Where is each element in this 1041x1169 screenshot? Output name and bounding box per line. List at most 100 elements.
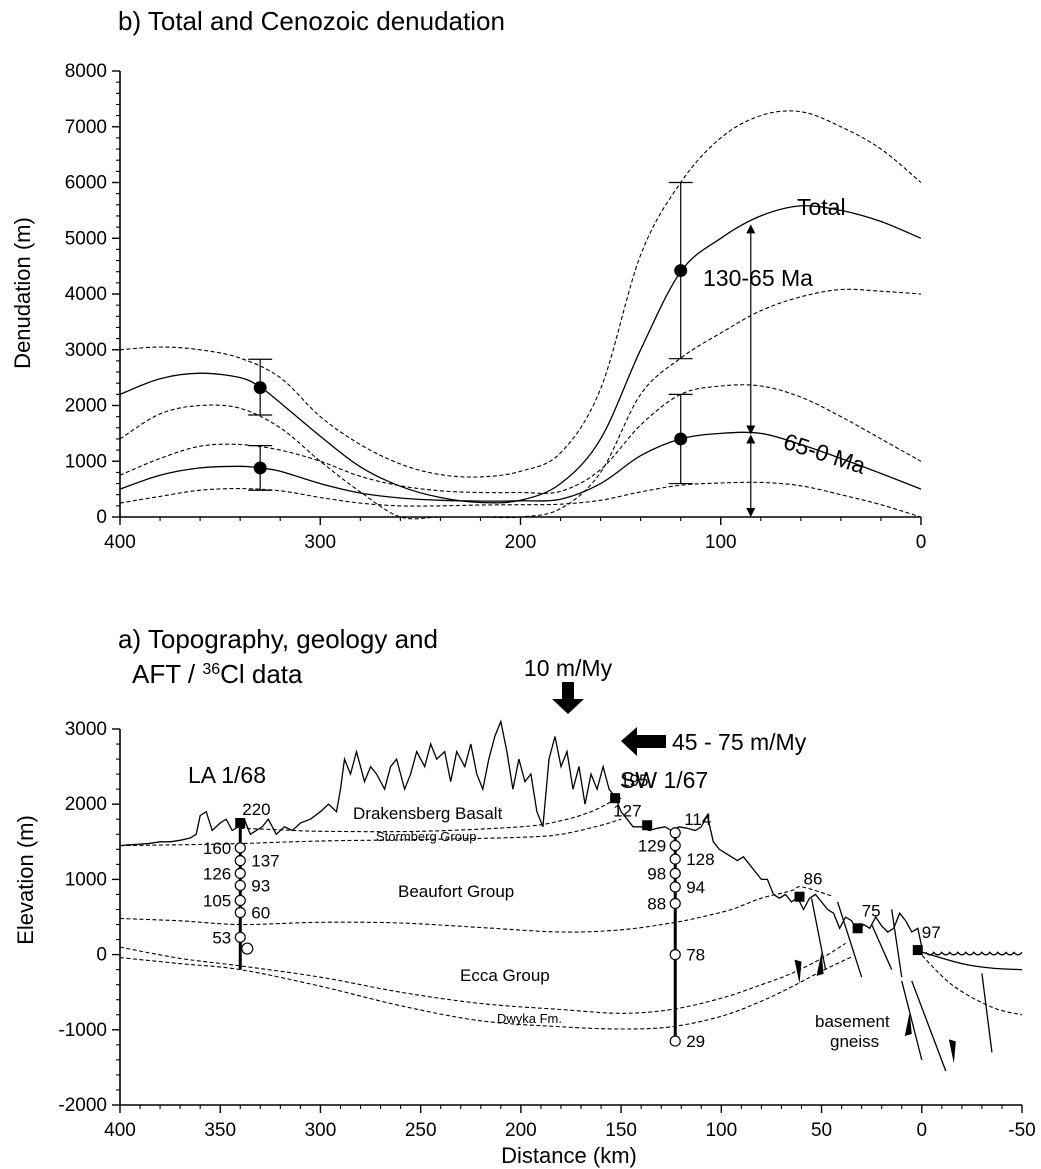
well-sample-square	[235, 818, 246, 828]
beaufort-group-label: Beaufort Group	[398, 882, 514, 901]
surface-sample-square	[912, 945, 923, 956]
data-point-1	[253, 461, 267, 475]
layer-boundary-1	[119, 818, 622, 847]
surface-sample-square	[794, 891, 805, 902]
well-sample-circle	[234, 879, 246, 892]
gneiss-label: gneiss	[830, 1032, 879, 1051]
well-sample-circle	[234, 906, 246, 919]
offshore-line-0	[917, 950, 1023, 971]
well-sample-circle	[669, 1035, 681, 1047]
fault-line-4	[901, 980, 923, 1061]
layer-boundary-0	[240, 797, 622, 833]
panel-b-annotations: Total 130-65 Ma 65-0 Ma	[703, 194, 881, 517]
panel-a-title-line2: AFT / 36Cl data	[132, 659, 303, 689]
panel-b-x-tick-label: 200	[505, 532, 537, 553]
panel-b-y-tick-label: 7000	[65, 117, 107, 138]
range-arrow-head-0	[746, 425, 756, 435]
130-65-ma-label: 130-65 Ma	[703, 265, 813, 291]
surface-sample-square	[642, 820, 653, 831]
well-sample-circle	[234, 894, 246, 907]
well-sample-circle	[234, 931, 246, 943]
panel-b-y-tick-label: 8000	[65, 61, 107, 82]
panel-b-y-tick-label: 1000	[65, 451, 107, 472]
well-sample-label: 160	[203, 839, 231, 858]
panel-b-x-tick-label: 100	[705, 532, 737, 553]
panel-b-series-line-1	[119, 110, 922, 478]
panel-a-topography-chart: a) Topography, geology and AFT / 36Cl da…	[13, 624, 1036, 1168]
well-sample-label: 93	[251, 876, 270, 895]
panel-a-x-tick-label: -50	[1008, 1120, 1035, 1141]
well-sample-label: 114	[684, 810, 711, 829]
fault-line-1	[836, 901, 863, 978]
well-sample-circle	[234, 842, 246, 854]
well-sample-circle	[669, 853, 681, 865]
well-sample-circle	[234, 854, 246, 867]
well-sample-circle	[669, 897, 681, 910]
offshore-line-1	[917, 950, 1023, 1016]
sw-well-label: SW 1/67	[620, 767, 708, 793]
well-sample-label: 29	[686, 1032, 705, 1051]
data-point-3	[674, 432, 688, 446]
well-sample-label: 126	[203, 864, 231, 883]
panel-a-x-tick-label: 150	[605, 1120, 637, 1141]
sea-surface	[925, 951, 1023, 956]
well-sample-label: 128	[686, 850, 714, 869]
fault-motion-arrow-down	[794, 959, 802, 984]
well-sample-label: 88	[647, 894, 666, 913]
well-sample-label: 60	[251, 903, 270, 922]
fault-line-2	[871, 924, 893, 970]
surface-sample-square	[610, 793, 621, 804]
panel-b-title: b) Total and Cenozoic denudation	[118, 6, 505, 36]
panel-b-x-tick-label: 0	[916, 532, 927, 553]
total-label-gap	[867, 204, 881, 215]
data-point-0	[253, 381, 267, 395]
panel-a-x-tick-label: 350	[204, 1120, 236, 1141]
rate-arrow-down	[552, 682, 584, 714]
well-sample-circle	[669, 948, 681, 961]
panel-a-x-tick-label: 0	[916, 1120, 927, 1141]
surface-sample-label: 195	[620, 771, 648, 790]
topography-line	[119, 719, 923, 948]
surface-sample-label: 86	[804, 870, 823, 889]
panel-b-series-line-0	[119, 205, 922, 504]
well-sample-label: 220	[242, 800, 270, 819]
topography-profile	[119, 719, 923, 948]
panel-b-y-axis-title: Denudation (m)	[10, 217, 35, 369]
surface-sample-square	[852, 923, 863, 934]
stormberg-group-label: Stormberg Group	[376, 829, 476, 844]
well-sample-circle	[669, 827, 681, 839]
data-point-2	[674, 264, 688, 278]
panel-b-series	[119, 110, 922, 520]
panel-a-x-tick-label: 400	[104, 1120, 136, 1141]
well-sample-circle	[669, 839, 681, 852]
surface-sample-label: 75	[862, 901, 881, 920]
fault-motion-arrow-down	[948, 1039, 956, 1064]
title-superscript: 36	[202, 661, 220, 678]
well-sample-label: 129	[638, 837, 666, 856]
panel-a-y-tick-label: 3000	[65, 719, 107, 740]
panel-b-denudation-chart: b) Total and Cenozoic denudation Denudat…	[10, 6, 926, 553]
panel-a-x-tick-label: 50	[811, 1120, 832, 1141]
panel-a-y-tick-label: -1000	[58, 1020, 107, 1041]
geology-labels: LA 1/68 SW 1/67 Drakensberg Basalt Storm…	[188, 762, 890, 1051]
well-sample-circle	[241, 942, 254, 955]
panel-a-x-axis-title: Distance (km)	[501, 1143, 637, 1168]
well-sample-label: 105	[203, 891, 231, 910]
dwyka-fm-label: Dwyka Fm.	[497, 1011, 562, 1026]
panel-b-x-tick-label: 400	[104, 532, 136, 553]
range-arrow-head-1	[746, 508, 756, 517]
title-prefix: AFT /	[132, 659, 202, 689]
panel-b-y-tick-label: 4000	[65, 284, 107, 305]
panel-b-y-tick-label: 5000	[65, 228, 107, 249]
fault-line-6	[981, 973, 993, 1053]
surface-samples: 195 127 86 75 97	[610, 771, 941, 956]
panel-b-y-tick-label: 2000	[65, 396, 107, 417]
panel-a-y-tick-label: 1000	[65, 869, 107, 890]
surface-sample-label: 97	[922, 923, 941, 942]
faults	[794, 898, 993, 1072]
range-arrow-head-1	[746, 434, 756, 444]
panel-a-x-tick-label: 100	[705, 1120, 737, 1141]
panel-b-series-line-5	[119, 481, 922, 518]
layer-boundary-2	[119, 886, 832, 933]
well-sample-label: 78	[686, 946, 705, 965]
